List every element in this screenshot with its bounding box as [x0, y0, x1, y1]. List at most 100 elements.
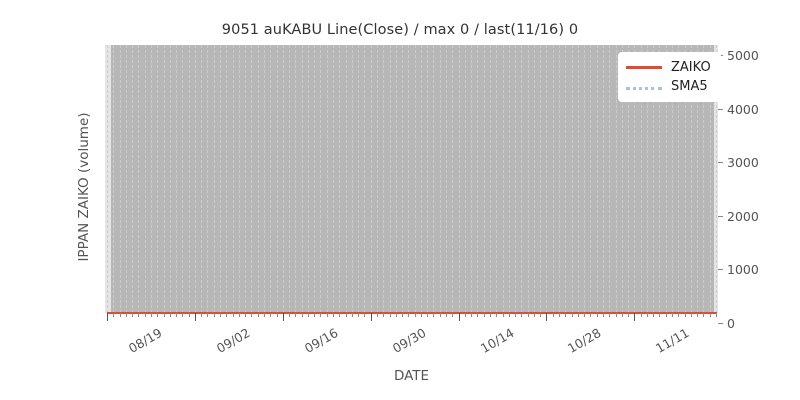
x-axis-minor-tick: [339, 313, 341, 317]
x-axis-minor-tick: [659, 313, 661, 317]
y-tick-label: 3000: [727, 155, 759, 171]
x-axis-minor-tick: [188, 313, 190, 317]
x-axis-minor-tick: [446, 313, 448, 317]
legend-item-zaiko[interactable]: ZAIKO: [626, 58, 711, 77]
gridline-vertical: [169, 45, 171, 313]
gridline-vertical: [609, 45, 611, 313]
x-axis-minor-tick: [602, 313, 604, 317]
gridline-vertical: [144, 45, 146, 313]
x-axis: 08/19 09/02 09/16 09/30 10/14 10/28 11/11: [105, 313, 718, 373]
gridline-vertical: [220, 45, 221, 313]
gridline-vertical: [439, 45, 441, 313]
x-axis-minor-tick: [439, 313, 441, 317]
gridline-vertical: [238, 45, 240, 313]
gridline-vertical: [483, 45, 485, 313]
x-axis-minor-tick: [232, 313, 234, 317]
gridline-vertical: [320, 45, 322, 313]
gridline-vertical: [552, 45, 554, 313]
x-axis-minor-tick: [119, 313, 121, 317]
gridline-vertical: [559, 45, 561, 313]
x-axis-minor-tick: [615, 313, 617, 317]
x-axis-minor-tick: [697, 313, 699, 317]
x-axis-minor-tick: [464, 313, 466, 317]
x-axis-minor-tick: [314, 313, 316, 317]
x-axis-minor-tick: [226, 313, 228, 317]
x-axis-minor-tick: [351, 313, 353, 317]
gridline-vertical: [245, 45, 247, 313]
x-axis-minor-tick: [609, 313, 611, 317]
x-axis-minor-tick: [326, 313, 328, 317]
gridline-vertical: [640, 45, 642, 313]
gridline-vertical: [709, 45, 711, 313]
gridline-vertical: [333, 45, 335, 313]
gridline-vertical: [621, 45, 623, 313]
x-axis-minor-tick: [427, 313, 429, 317]
gridline-vertical: [232, 45, 234, 313]
gridline-vertical: [251, 45, 253, 313]
x-axis-minor-tick: [552, 313, 554, 317]
legend-label: SMA5: [671, 79, 708, 94]
x-axis-minor-tick: [207, 313, 209, 317]
legend-line-sample: [626, 66, 662, 69]
gridline-vertical: [716, 45, 717, 313]
x-axis-minor-tick: [420, 313, 422, 317]
gridline-vertical: [678, 45, 680, 313]
x-axis-minor-tick: [138, 313, 140, 317]
gridline-vertical: [270, 45, 272, 313]
x-axis-major-tick: [546, 313, 548, 321]
chart-legend[interactable]: ZAIKO SMA5: [618, 52, 721, 102]
x-axis-minor-tick: [540, 313, 542, 317]
legend-item-sma5[interactable]: SMA5: [626, 77, 711, 96]
x-axis-minor-tick: [376, 313, 378, 317]
x-axis-major-tick: [194, 313, 196, 321]
x-axis-minor-tick: [709, 313, 711, 317]
x-axis-minor-tick: [703, 313, 705, 317]
gridline-vertical: [697, 45, 699, 313]
gridline-vertical: [326, 45, 328, 313]
x-axis-minor-tick: [665, 313, 667, 317]
x-axis-minor-tick: [577, 313, 579, 317]
gridline-vertical: [376, 45, 378, 313]
x-axis-minor-tick: [220, 313, 221, 317]
x-axis-minor-tick: [113, 313, 115, 317]
gridline-vertical: [213, 45, 215, 313]
gridline-vertical: [665, 45, 667, 313]
x-axis-minor-tick: [653, 313, 655, 317]
y-tick-mark: [718, 215, 723, 217]
x-axis-minor-tick: [389, 313, 391, 317]
x-axis-minor-tick: [496, 313, 498, 317]
gridline-vertical: [201, 45, 203, 313]
gridline-vertical: [521, 45, 523, 313]
y-tick-mark: [718, 323, 723, 324]
y-tick-label: 4000: [727, 101, 759, 117]
x-axis-minor-tick: [213, 313, 215, 317]
x-axis-minor-tick: [433, 313, 435, 317]
x-axis-minor-tick: [238, 313, 240, 317]
x-axis-minor-tick: [565, 313, 567, 317]
x-axis-tick-label: 10/14: [477, 325, 517, 357]
x-axis-minor-tick: [508, 313, 510, 317]
x-axis-minor-tick: [678, 313, 680, 317]
gridline-vertical: [383, 45, 385, 313]
x-axis-tick-label: 09/02: [213, 325, 253, 357]
gridline-vertical: [433, 45, 435, 313]
x-axis-minor-tick: [521, 313, 523, 317]
x-axis-minor-tick: [345, 313, 347, 317]
gridline-vertical: [471, 45, 473, 313]
x-axis-minor-tick: [477, 313, 479, 317]
x-axis-minor-tick: [621, 313, 623, 317]
x-axis-minor-tick: [684, 313, 686, 317]
x-axis-label: DATE: [393, 368, 430, 384]
gridline-vertical: [584, 45, 586, 313]
x-axis-minor-tick: [590, 313, 592, 317]
x-axis-minor-tick: [251, 313, 253, 317]
x-axis-minor-tick: [132, 313, 134, 317]
gridline-vertical: [628, 45, 630, 313]
gridline-vertical: [339, 45, 341, 313]
x-axis-minor-tick: [144, 313, 146, 317]
y-tick-label: 1000: [727, 262, 759, 278]
x-axis-minor-tick: [452, 313, 454, 317]
gridline-vertical: [150, 45, 152, 313]
x-axis-minor-tick: [640, 313, 642, 317]
